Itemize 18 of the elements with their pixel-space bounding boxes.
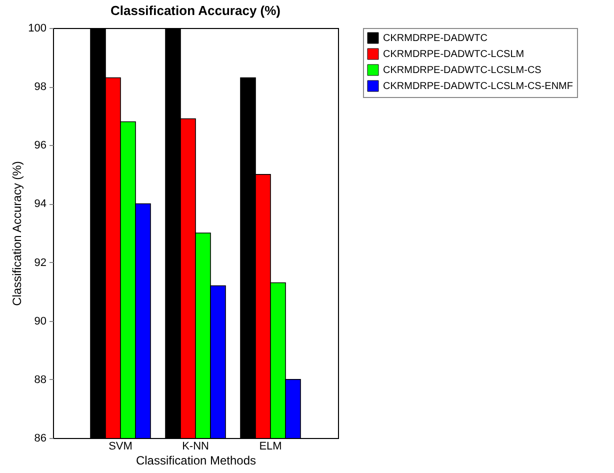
x-tick-label: SVM	[108, 440, 132, 452]
chart-title: Classification Accuracy (%)	[110, 3, 281, 18]
legend-label: CKRMDRPE-DADWTC-LCSLM	[383, 49, 524, 60]
y-tick-label: 86	[34, 432, 46, 444]
x-tick-label: ELM	[259, 440, 282, 452]
x-axis-title: Classification Methods	[136, 454, 256, 468]
y-axis-title: Classification Accuracy (%)	[10, 161, 24, 306]
y-tick-label: 90	[34, 315, 46, 328]
x-tick-label: K-NN	[182, 440, 209, 452]
y-tick-label: 92	[34, 256, 46, 269]
y-tick-label: 88	[34, 374, 46, 386]
y-tick-label: 94	[34, 198, 46, 210]
legend-label: CKRMDRPE-DADWTC-LCSLM-CS-ENMF	[383, 81, 573, 92]
y-tick-label: 98	[34, 81, 46, 94]
legend-label: CKRMDRPE-DADWTC-LCSLM-CS	[383, 65, 542, 76]
legend-label: CKRMDRPE-DADWTC	[383, 33, 488, 44]
y-tick-label: 96	[34, 140, 46, 152]
y-tick-label: 100	[28, 22, 46, 34]
